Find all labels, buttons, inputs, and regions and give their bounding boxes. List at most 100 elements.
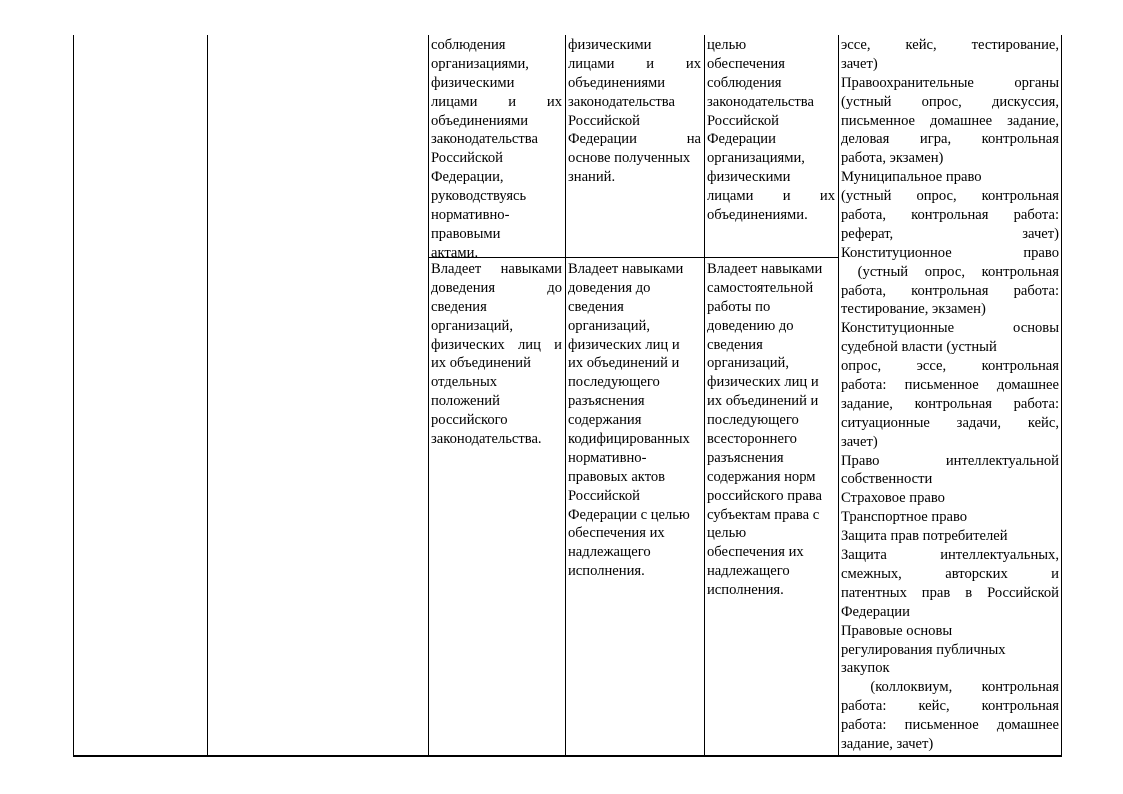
table-border xyxy=(1061,35,1062,756)
cell-text-line: физических лиц и xyxy=(707,374,819,391)
cell-text-line: положений xyxy=(431,393,500,410)
column-divider xyxy=(838,35,839,756)
cell-text-line: организациями, xyxy=(431,55,529,72)
cell-text-line: сведения xyxy=(707,336,763,353)
cell-text-line: смежных, авторских и xyxy=(841,565,1059,582)
cell-skills: физическими лицами и их объединениями закон… xyxy=(568,36,701,187)
cell-text-line: Защита прав потребителей xyxy=(841,528,1008,545)
cell-text-line: Российской xyxy=(707,112,779,129)
cell-text-line: обеспечения xyxy=(707,55,785,72)
cell-text-line: Транспортное право xyxy=(841,509,968,526)
cell-text-line: соблюдения xyxy=(431,37,506,53)
cell-text-line: последующего xyxy=(568,374,660,391)
cell-text-line: судебной власти (устный xyxy=(841,339,997,356)
cell-text-line: Владеет навыками xyxy=(568,261,684,277)
cell-text-line: доведения до xyxy=(568,279,651,296)
cell-text-line: (устный опрос, дискуссия, xyxy=(841,93,1059,110)
cell-text-line: работа: письменное домашнее xyxy=(841,717,1059,734)
cell-text-line: лицами и их xyxy=(568,55,701,72)
cell-text-line: зачет) xyxy=(841,433,878,450)
cell-text-line: Страховое право xyxy=(841,490,945,507)
cell-text-line: патентных прав в Российской xyxy=(841,584,1059,601)
cell-text-line: законодательства xyxy=(707,93,814,110)
cell-text-line: основе полученных xyxy=(568,150,691,167)
cell-text-line: законодательства. xyxy=(431,431,542,448)
cell-text-line: (коллоквиум, контрольная xyxy=(841,679,1059,696)
cell-text-line: правовыми xyxy=(431,225,501,242)
cell-text-line: объединениями xyxy=(431,112,529,129)
cell-abilities-2: Владеет навыками самостоятельной работы по… xyxy=(707,260,835,600)
cell-text-line: эссе, кейс, тестирование, xyxy=(841,37,1059,53)
cell-text-line: их объединений и xyxy=(568,355,680,372)
cell-text-line: исполнения. xyxy=(707,582,784,599)
cell-text-line: зачет) xyxy=(841,55,878,72)
cell-text-line: тестирование, экзамен) xyxy=(841,301,986,318)
cell-text-line: законодательства xyxy=(568,93,675,110)
cell-text-line: объединениями. xyxy=(707,207,808,224)
cell-text-line: закупок xyxy=(841,660,890,677)
cell-text-line: надлежащего xyxy=(568,544,651,561)
cell-text-line: Правовые основы xyxy=(841,622,953,639)
table-border xyxy=(73,755,1062,757)
cell-text-line: ситуационные задачи, кейс, xyxy=(841,414,1059,431)
cell-text-line: деловая игра, контрольная xyxy=(841,131,1059,148)
cell-text-line: руководствуясь xyxy=(431,188,527,205)
cell-text-line: Владеет навыками xyxy=(707,261,823,277)
cell-text-line: обеспечения их xyxy=(568,525,665,542)
cell-abilities: целью обеспечения соблюдения законодательст… xyxy=(707,36,835,225)
cell-text-line: знаний. xyxy=(568,169,616,186)
cell-text-line: соблюдения xyxy=(707,74,782,91)
cell-text-line: физических лиц и xyxy=(431,336,562,353)
cell-text-line: доведения до xyxy=(431,279,562,296)
cell-text-line: Российской xyxy=(568,112,640,129)
cell-text-line: физическими xyxy=(707,169,791,186)
cell-text-line: российского права xyxy=(707,487,822,504)
cell-text-line: исполнения. xyxy=(568,563,645,580)
cell-text-line: Конституционные основы xyxy=(841,320,1059,337)
cell-text-line: задание, зачет) xyxy=(841,735,934,752)
cell-text-line: (устный опрос, контрольная xyxy=(841,188,1059,205)
cell-text-line: Владеет навыками xyxy=(431,261,562,277)
cell-disciplines: эссе, кейс, тестирование, зачет) Правоохра… xyxy=(841,36,1059,754)
cell-text-line: Федерации, xyxy=(431,169,504,186)
cell-text-line: их объединений и xyxy=(707,393,819,410)
cell-text-line: субъектам права с xyxy=(707,506,820,523)
cell-text-line: их объединений xyxy=(431,355,531,372)
cell-text-line: лицами и их xyxy=(431,93,562,110)
cell-text-line: нормативно- xyxy=(431,207,510,224)
cell-text-line: отдельных xyxy=(431,374,498,391)
cell-text-line: работа: кейс, контрольная xyxy=(841,698,1059,715)
cell-text-line: Федерации xyxy=(707,131,776,148)
cell-text-line: законодательства xyxy=(431,131,538,148)
table-border xyxy=(73,35,74,756)
column-divider xyxy=(207,35,208,756)
cell-text-line: организациями, xyxy=(707,150,805,167)
cell-text-line: работы по xyxy=(707,298,771,315)
cell-text-line: письменное домашнее задание, xyxy=(841,112,1059,129)
cell-skills-2: Владеет навыками доведения до сведения орга… xyxy=(568,260,701,581)
cell-text-line: Федерации xyxy=(841,603,910,620)
cell-knowledge-2: Владеет навыками доведения до сведения орга… xyxy=(431,260,562,449)
cell-text-line: Федерации на xyxy=(568,131,701,148)
cell-text-line: Российской xyxy=(431,150,503,167)
column-divider xyxy=(428,35,429,756)
cell-text-line: работа: письменное домашнее xyxy=(841,377,1059,394)
cell-text-line: организаций, xyxy=(568,317,650,334)
cell-text-line: физических лиц и xyxy=(568,336,680,353)
cell-text-line: сведения xyxy=(568,298,624,315)
cell-text-line: физическими xyxy=(431,74,515,91)
cell-text-line: всестороннего xyxy=(707,431,797,448)
cell-text-line: Право интеллектуальной xyxy=(841,452,1059,469)
cell-text-line: актами. xyxy=(431,244,479,261)
cell-text-line: правовых актов xyxy=(568,468,666,485)
cell-text-line: Правоохранительные органы xyxy=(841,74,1059,91)
cell-text-line: сведения xyxy=(431,298,487,315)
cell-text-line: Защита интеллектуальных, xyxy=(841,547,1059,564)
cell-text-line: задание, контрольная работа: xyxy=(841,395,1059,412)
cell-text-line: работа, контрольная работа: xyxy=(841,282,1059,299)
cell-text-line: российского xyxy=(431,412,508,429)
cell-text-line: собственности xyxy=(841,471,933,488)
cell-knowledge: соблюдения организациями, физическими лицам… xyxy=(431,36,562,263)
cell-text-line: реферат, зачет) xyxy=(841,225,1059,242)
cell-text-line: Федерации с целью xyxy=(568,506,690,523)
